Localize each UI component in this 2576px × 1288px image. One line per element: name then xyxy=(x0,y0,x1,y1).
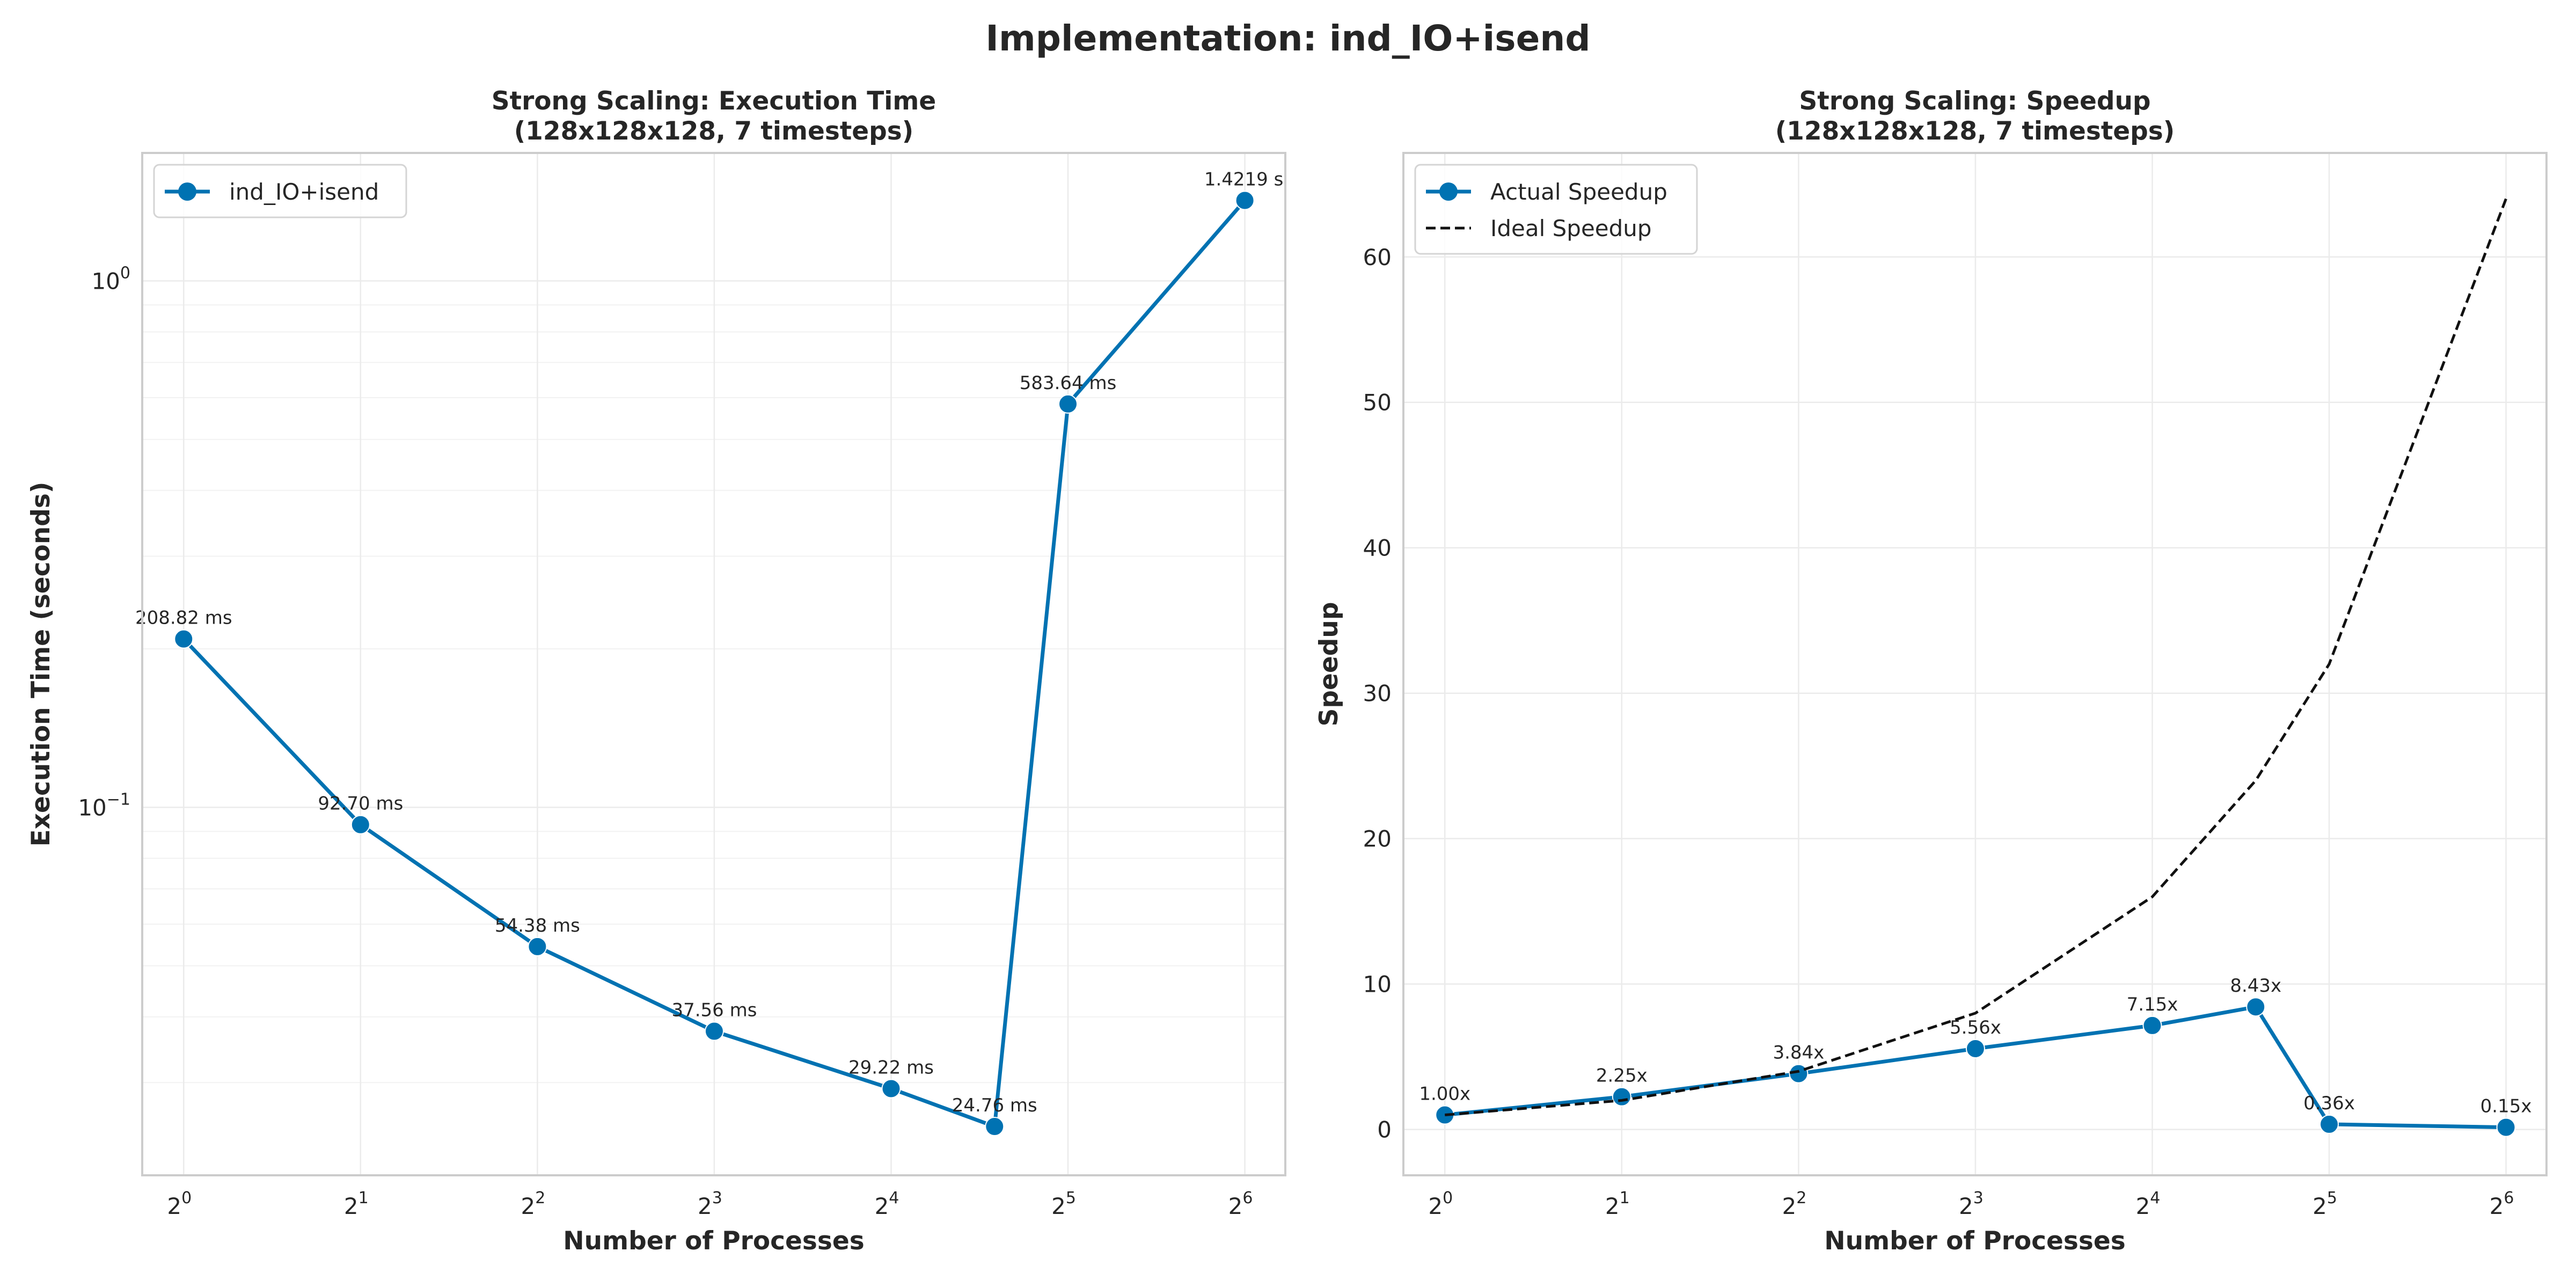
legend-label: ind_IO+isend xyxy=(229,179,379,205)
y-axis-label: Speedup xyxy=(1314,602,1344,727)
y-tick-label: 60 xyxy=(1363,244,1392,270)
data-point xyxy=(1058,394,1078,414)
data-label: 1.00x xyxy=(1419,1084,1470,1105)
legend xyxy=(153,164,407,218)
speedup-chart: Strong Scaling: Speedup(128x128x128, 7 t… xyxy=(1314,86,2548,1256)
data-label: 208.82 ms xyxy=(135,608,232,629)
data-label: 0.36x xyxy=(2303,1093,2355,1114)
x-axis-label: Number of Processes xyxy=(1824,1226,2125,1256)
data-label: 37.56 ms xyxy=(671,1000,757,1021)
data-point xyxy=(985,1117,1005,1137)
data-label: 0.15x xyxy=(2480,1096,2532,1117)
data-label: 7.15x xyxy=(2127,994,2178,1015)
x-tick-label: 23 xyxy=(698,1189,722,1219)
y-tick-label: 100 xyxy=(91,264,130,294)
axes-frame xyxy=(1402,152,2548,1176)
y-tick-label: 40 xyxy=(1363,535,1392,561)
y-tick-label: 10−1 xyxy=(78,790,130,821)
x-tick-label: 21 xyxy=(344,1189,369,1219)
x-tick-label: 26 xyxy=(1228,1189,1253,1219)
axes-title: Strong Scaling: Speedup xyxy=(1799,86,2150,116)
data-label: 3.84x xyxy=(1773,1042,1824,1064)
data-point xyxy=(174,629,194,649)
legend xyxy=(1414,164,1698,255)
x-tick-label: 23 xyxy=(1959,1189,1984,1219)
figure-title: Implementation: ind_IO+isend xyxy=(985,18,1590,59)
data-point xyxy=(2142,1015,2162,1035)
y-tick-label: 0 xyxy=(1377,1117,1392,1143)
x-tick-label: 26 xyxy=(2490,1189,2514,1219)
y-tick-label: 10 xyxy=(1363,971,1392,998)
x-tick-label: 22 xyxy=(1782,1189,1806,1219)
x-axis-label: Number of Processes xyxy=(563,1226,864,1256)
legend-marker xyxy=(1439,182,1458,201)
y-axis-label: Execution Time (seconds) xyxy=(26,482,56,847)
y-tick-label: 20 xyxy=(1363,826,1392,852)
data-point xyxy=(350,815,370,835)
axes-frame xyxy=(141,152,1286,1176)
data-label: 2.25x xyxy=(1596,1065,1648,1087)
y-tick-label: 30 xyxy=(1363,680,1392,707)
data-label: 583.64 ms xyxy=(1020,372,1117,394)
data-point xyxy=(704,1021,724,1041)
x-tick-label: 22 xyxy=(521,1189,545,1219)
axes-title: Strong Scaling: Execution Time xyxy=(492,86,936,116)
x-tick-label: 20 xyxy=(1428,1189,1453,1219)
data-point xyxy=(1789,1064,1809,1084)
legend-marker xyxy=(178,182,196,201)
data-point xyxy=(1235,191,1255,210)
data-point xyxy=(1612,1087,1631,1107)
x-tick-label: 21 xyxy=(1605,1189,1630,1219)
x-tick-label: 20 xyxy=(167,1189,192,1219)
series-line xyxy=(1444,1005,2506,1130)
axes-subtitle: (128x128x128, 7 timesteps) xyxy=(514,116,914,146)
series-line xyxy=(182,199,1247,1129)
data-label: 92.70 ms xyxy=(318,793,403,815)
data-point xyxy=(2496,1117,2516,1137)
data-point xyxy=(2246,997,2266,1017)
series-line xyxy=(1445,198,2507,1117)
x-tick-label: 24 xyxy=(2136,1189,2161,1219)
data-label: 24.76 ms xyxy=(952,1095,1037,1116)
data-point xyxy=(881,1079,901,1099)
axes-subtitle: (128x128x128, 7 timesteps) xyxy=(1775,116,2175,146)
data-label: 29.22 ms xyxy=(848,1057,934,1078)
execution-time-chart: Strong Scaling: Execution Time(128x128x1… xyxy=(26,86,1286,1256)
data-point xyxy=(528,936,547,956)
y-tick-label: 50 xyxy=(1363,390,1392,416)
data-label: 8.43x xyxy=(2230,975,2281,997)
data-label: 1.4219 s xyxy=(1204,169,1284,190)
data-point xyxy=(2319,1114,2339,1134)
legend-label: Ideal Speedup xyxy=(1490,215,1652,241)
x-tick-label: 25 xyxy=(2312,1189,2337,1219)
data-label: 54.38 ms xyxy=(495,915,580,936)
data-label: 5.56x xyxy=(1950,1017,2001,1038)
data-point xyxy=(1965,1038,1985,1058)
x-tick-label: 24 xyxy=(875,1189,899,1219)
legend-label: Actual Speedup xyxy=(1490,179,1667,205)
x-tick-label: 25 xyxy=(1051,1189,1076,1219)
